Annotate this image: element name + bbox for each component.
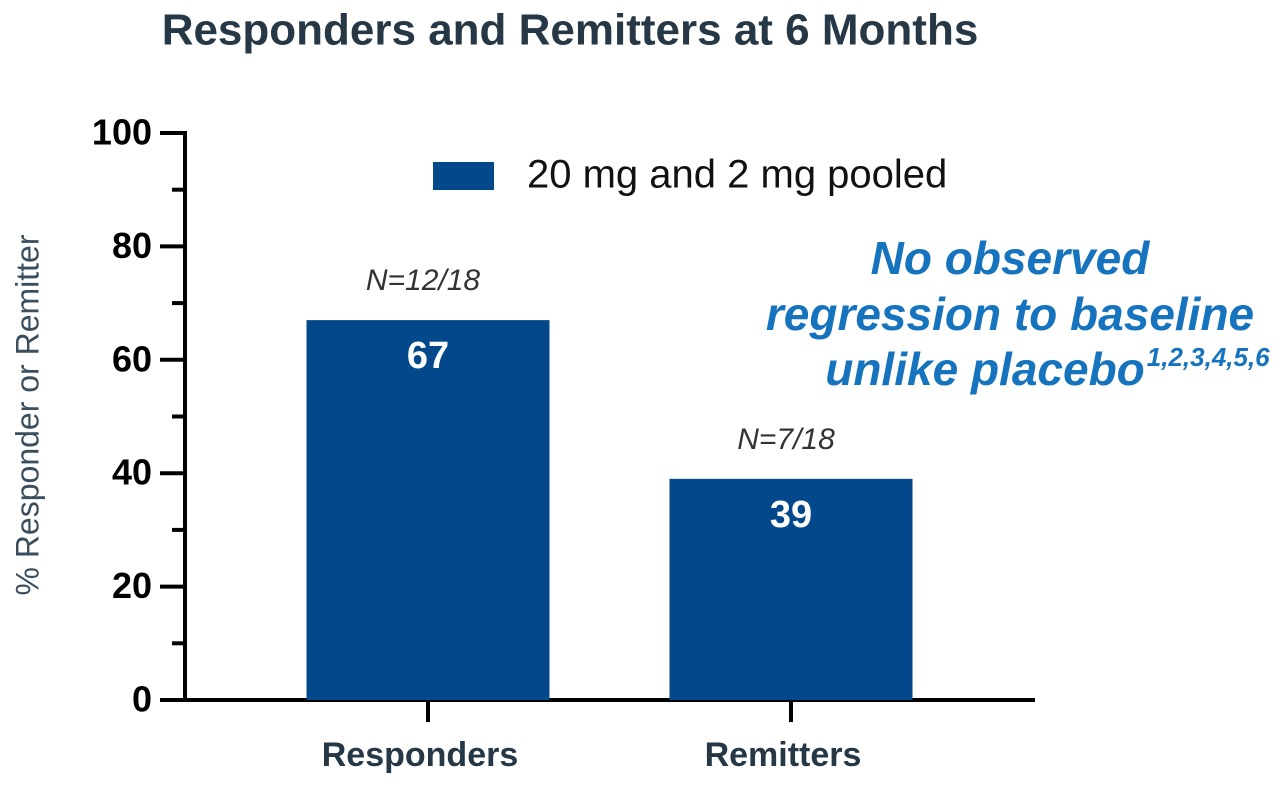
- value-label: 39: [770, 494, 812, 536]
- y-tick-label: 100: [92, 112, 152, 153]
- x-tick-label: Responders: [322, 736, 519, 774]
- y-tick-label: 0: [132, 679, 152, 720]
- y-tick-label: 80: [112, 225, 152, 266]
- bar-annotation: N=12/18: [366, 264, 481, 297]
- bar-annotation: N=7/18: [737, 423, 835, 456]
- y-tick-label: 40: [112, 452, 152, 493]
- bar: [306, 320, 550, 700]
- y-tick-label: 20: [112, 565, 152, 606]
- callout-superscript: 1,2,3,4,5,6: [1147, 342, 1270, 372]
- bar: [669, 478, 913, 700]
- legend-swatch: [433, 162, 494, 190]
- callout-line: No observed: [871, 232, 1151, 284]
- legend-label: 20 mg and 2 mg pooled: [527, 153, 947, 197]
- callout-line: regression to baseline: [766, 288, 1254, 340]
- chart-title: Responders and Remitters at 6 Months: [162, 6, 979, 55]
- y-axis-label: % Responder or Remitter: [9, 234, 45, 595]
- value-label: 67: [407, 335, 449, 377]
- y-tick-label: 60: [112, 338, 152, 379]
- callout-line: unlike placebo: [825, 343, 1145, 395]
- x-tick-label: Remitters: [705, 736, 862, 774]
